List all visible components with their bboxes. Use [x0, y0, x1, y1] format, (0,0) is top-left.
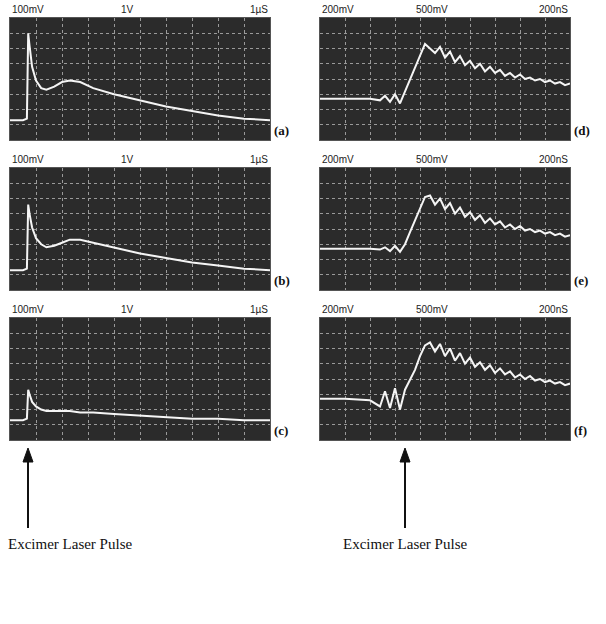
svg-text:100mV: 100mV	[12, 304, 44, 315]
svg-text:1V: 1V	[121, 154, 134, 165]
svg-text:200mV: 200mV	[322, 304, 354, 315]
svg-text:1µS: 1µS	[250, 304, 268, 315]
svg-text:1V: 1V	[121, 4, 134, 15]
svg-text:1µS: 1µS	[250, 4, 268, 15]
svg-text:500mV: 500mV	[416, 154, 448, 165]
svg-text:Excimer Laser Pulse: Excimer Laser Pulse	[343, 536, 467, 552]
svg-text:500mV: 500mV	[416, 304, 448, 315]
svg-text:100mV: 100mV	[12, 154, 44, 165]
svg-text:(c): (c)	[274, 423, 288, 438]
svg-text:1µS: 1µS	[250, 154, 268, 165]
svg-text:(f): (f)	[574, 423, 587, 438]
svg-text:100mV: 100mV	[12, 4, 44, 15]
svg-text:200mV: 200mV	[322, 154, 354, 165]
svg-text:(b): (b)	[274, 273, 290, 288]
svg-text:200nS: 200nS	[539, 154, 568, 165]
svg-text:200nS: 200nS	[539, 4, 568, 15]
svg-text:(d): (d)	[574, 123, 590, 138]
svg-text:200nS: 200nS	[539, 304, 568, 315]
svg-text:1V: 1V	[121, 304, 134, 315]
svg-text:200mV: 200mV	[322, 4, 354, 15]
svg-text:(e): (e)	[574, 273, 588, 288]
svg-text:(a): (a)	[274, 123, 289, 138]
svg-text:Excimer Laser Pulse: Excimer Laser Pulse	[8, 536, 132, 552]
svg-text:500mV: 500mV	[416, 4, 448, 15]
